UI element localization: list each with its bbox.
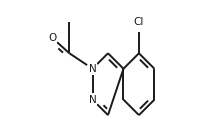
Text: N: N	[89, 95, 96, 105]
Text: O: O	[48, 33, 56, 43]
Text: Cl: Cl	[134, 17, 144, 27]
Text: N: N	[89, 64, 96, 74]
